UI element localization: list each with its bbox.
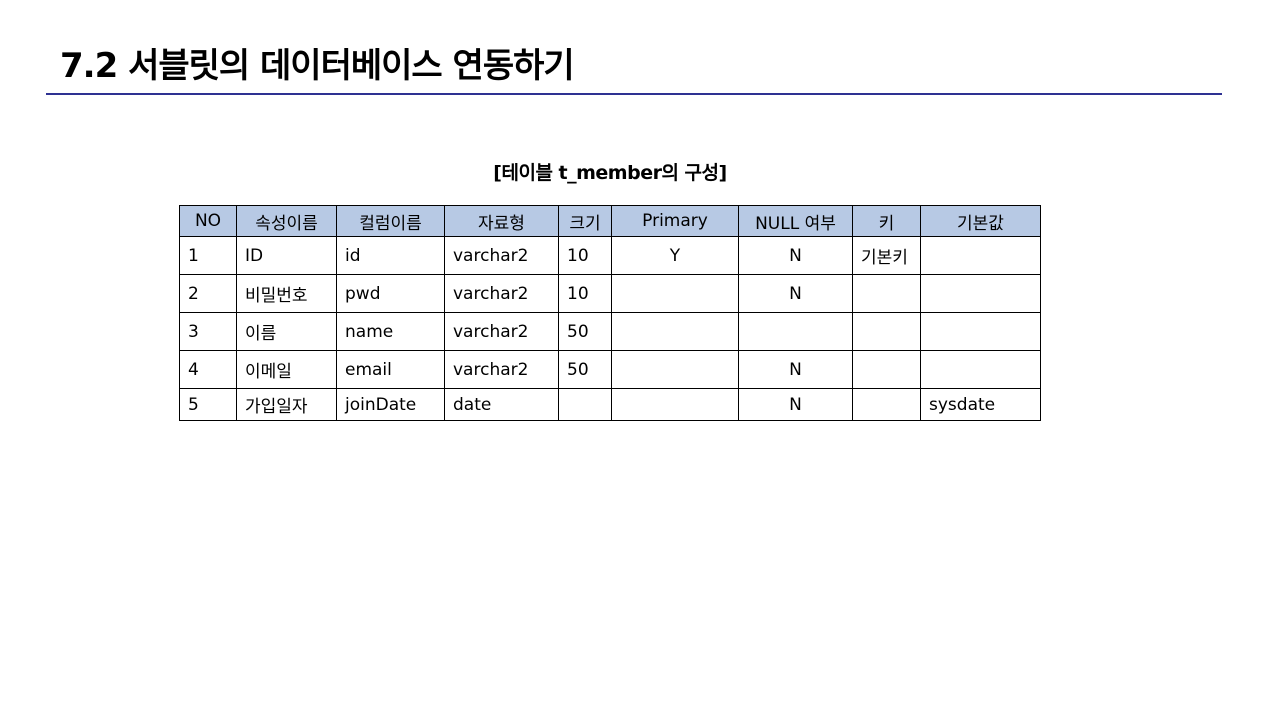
header-size: 크기 <box>558 205 612 237</box>
cell-no: 4 <box>179 350 237 389</box>
cell-column-name: email <box>336 350 445 389</box>
cell-attribute-name: 비밀번호 <box>236 274 337 313</box>
table-caption: [테이블 t_member의 구성] <box>493 162 727 184</box>
header-key: 키 <box>852 205 921 237</box>
cell-data-type: date <box>444 388 559 421</box>
cell-nullable: N <box>738 274 853 313</box>
cell-key <box>852 274 921 313</box>
cell-primary <box>611 350 739 389</box>
header-default: 기본값 <box>920 205 1041 237</box>
cell-nullable: N <box>738 388 853 421</box>
cell-nullable: N <box>738 236 853 275</box>
header-attribute-name: 속성이름 <box>236 205 337 237</box>
cell-nullable <box>738 312 853 351</box>
cell-nullable: N <box>738 350 853 389</box>
table-row: 5 가입일자 joinDate date N sysdate <box>179 388 1041 421</box>
slide-title: 7.2 서블릿의 데이터베이스 연동하기 <box>60 46 575 86</box>
cell-primary <box>611 388 739 421</box>
cell-no: 3 <box>179 312 237 351</box>
cell-primary: Y <box>611 236 739 275</box>
cell-primary <box>611 312 739 351</box>
cell-default <box>920 312 1041 351</box>
cell-no: 2 <box>179 274 237 313</box>
cell-attribute-name: 가입일자 <box>236 388 337 421</box>
cell-data-type: varchar2 <box>444 236 559 275</box>
header-data-type: 자료형 <box>444 205 559 237</box>
table-header-row: NO 속성이름 컬럼이름 자료형 크기 Primary NULL 여부 키 기본… <box>179 205 1041 237</box>
header-column-name: 컬럼이름 <box>336 205 445 237</box>
cell-default <box>920 350 1041 389</box>
cell-data-type: varchar2 <box>444 312 559 351</box>
cell-data-type: varchar2 <box>444 274 559 313</box>
cell-attribute-name: 이름 <box>236 312 337 351</box>
cell-size: 10 <box>558 236 612 275</box>
cell-column-name: id <box>336 236 445 275</box>
cell-key <box>852 312 921 351</box>
cell-key: 기본키 <box>852 236 921 275</box>
cell-key <box>852 350 921 389</box>
cell-column-name: joinDate <box>336 388 445 421</box>
header-nullable: NULL 여부 <box>738 205 853 237</box>
cell-no: 5 <box>179 388 237 421</box>
cell-size <box>558 388 612 421</box>
cell-column-name: name <box>336 312 445 351</box>
cell-column-name: pwd <box>336 274 445 313</box>
cell-attribute-name: ID <box>236 236 337 275</box>
cell-size: 10 <box>558 274 612 313</box>
member-schema-table: NO 속성이름 컬럼이름 자료형 크기 Primary NULL 여부 키 기본… <box>179 205 1041 421</box>
cell-data-type: varchar2 <box>444 350 559 389</box>
header-no: NO <box>179 205 237 237</box>
cell-size: 50 <box>558 312 612 351</box>
table-row: 2 비밀번호 pwd varchar2 10 N <box>179 274 1041 313</box>
cell-default: sysdate <box>920 388 1041 421</box>
cell-key <box>852 388 921 421</box>
cell-default <box>920 236 1041 275</box>
cell-default <box>920 274 1041 313</box>
cell-size: 50 <box>558 350 612 389</box>
title-divider <box>46 93 1222 95</box>
table-row: 4 이메일 email varchar2 50 N <box>179 350 1041 389</box>
cell-no: 1 <box>179 236 237 275</box>
table-row: 3 이름 name varchar2 50 <box>179 312 1041 351</box>
cell-attribute-name: 이메일 <box>236 350 337 389</box>
table-row: 1 ID id varchar2 10 Y N 기본키 <box>179 236 1041 275</box>
header-primary: Primary <box>611 205 739 237</box>
cell-primary <box>611 274 739 313</box>
